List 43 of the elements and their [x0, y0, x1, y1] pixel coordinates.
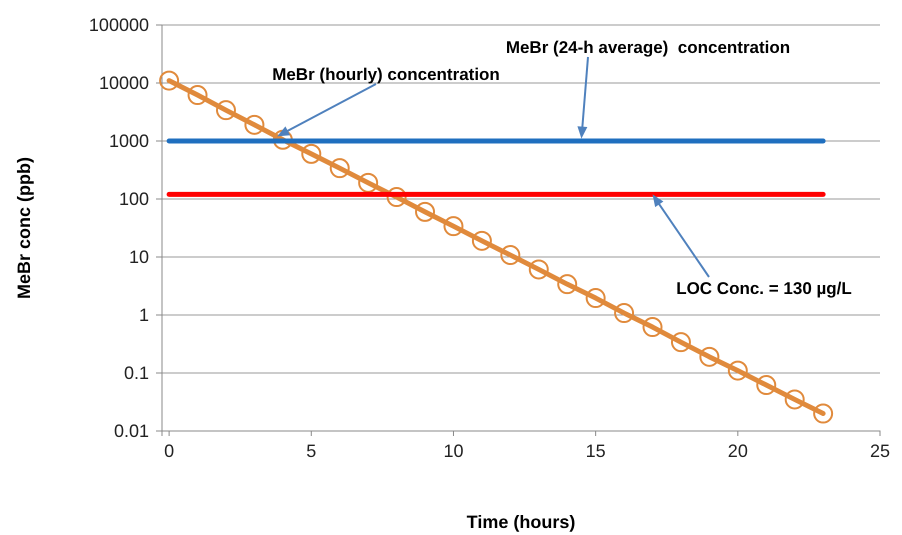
y-tick-label: 100 [118, 188, 149, 209]
point [415, 202, 436, 222]
x-tick-label: 10 [443, 440, 464, 461]
point [614, 303, 634, 324]
point [728, 360, 748, 381]
point [386, 187, 407, 208]
y-tick-label: 0.01 [114, 420, 149, 441]
point [272, 130, 293, 150]
point [301, 144, 322, 164]
point [244, 114, 264, 135]
x-tick-label: 5 [306, 440, 316, 461]
annotation: MeBr (24-h average) concentration [506, 38, 790, 57]
x-tick-label: 25 [870, 440, 890, 461]
point [699, 346, 720, 367]
point [756, 375, 776, 396]
y-tick-label: 10 [128, 246, 149, 267]
point [159, 70, 180, 91]
point [642, 317, 663, 338]
y-tick-label: 100000 [88, 14, 149, 35]
y-tick-label: 10000 [98, 72, 149, 93]
x-tick-label: 20 [728, 440, 748, 461]
annotation: MeBr (hourly) concentration [272, 65, 500, 84]
point [557, 274, 578, 294]
annotation: LOC Conc. = 130 µg/L [676, 279, 852, 298]
x-tick-label: 0 [164, 440, 174, 461]
point [586, 288, 606, 308]
y-tick-label: 1000 [108, 130, 149, 151]
point [472, 230, 492, 251]
point [784, 389, 805, 410]
x-axis-title: Time (hours) [466, 512, 576, 532]
point [188, 85, 208, 106]
point [813, 404, 834, 424]
point [443, 216, 464, 236]
point [330, 158, 350, 178]
y-axis-title: MeBr conc (ppb) [14, 157, 34, 299]
point [670, 332, 691, 352]
point [358, 172, 378, 193]
y-tick-label: 0.1 [124, 362, 149, 383]
point [500, 245, 520, 266]
x-tick-label: 15 [586, 440, 606, 461]
y-tick-label: 1 [138, 304, 149, 325]
point [528, 259, 549, 280]
point [216, 100, 236, 120]
